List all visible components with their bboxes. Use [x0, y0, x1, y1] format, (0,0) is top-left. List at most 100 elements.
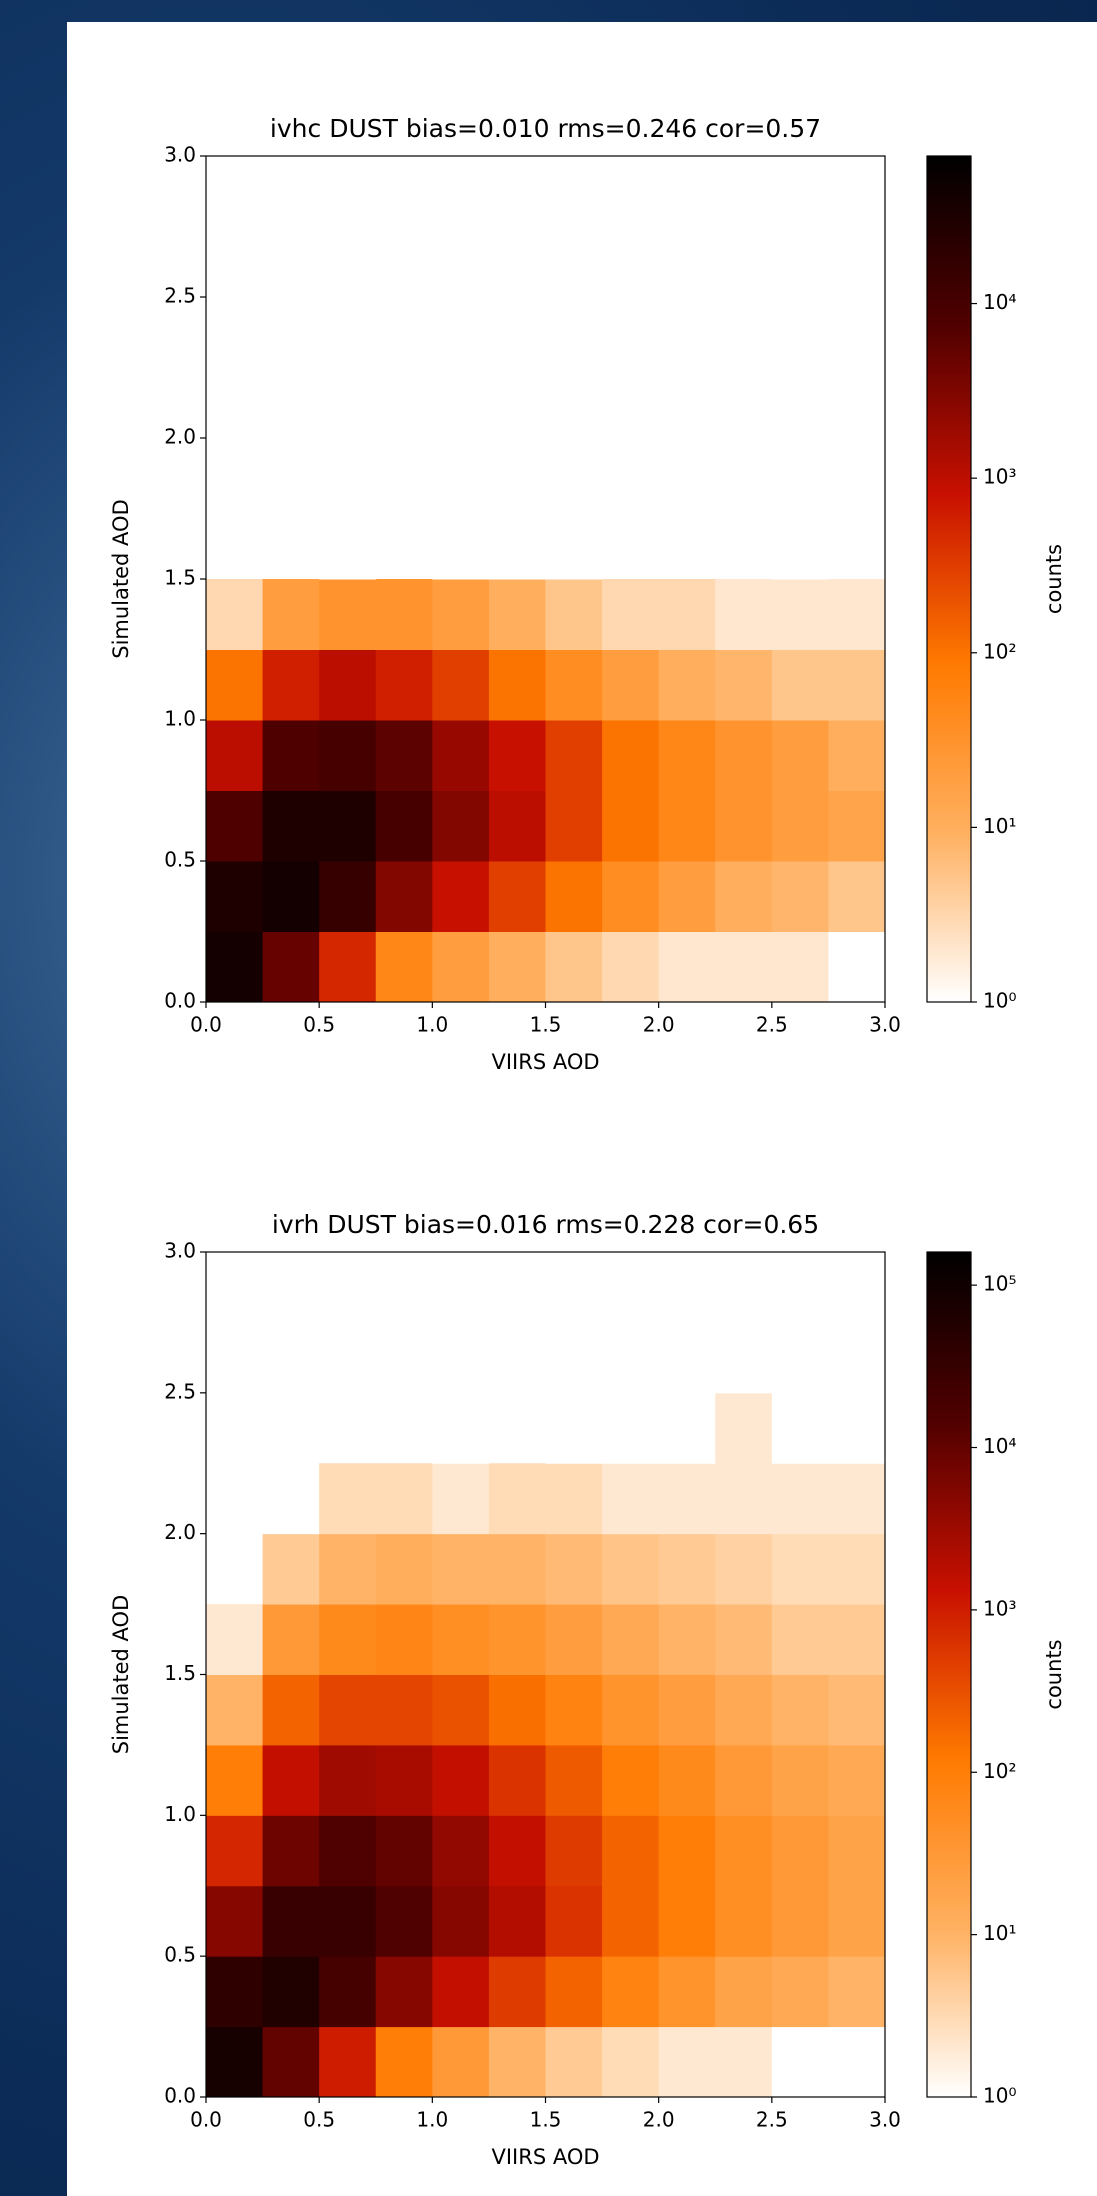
hex-cell [545, 579, 603, 650]
hex-cell [488, 1815, 546, 1887]
hex-cell [262, 579, 320, 650]
x-tick-label: 0.5 [303, 2108, 335, 2132]
hex-cell [828, 2026, 886, 2098]
colorbar-label: counts [1042, 1639, 1066, 1709]
x-tick-label: 2.5 [756, 2108, 788, 2132]
x-tick-label: 3.0 [869, 2108, 901, 2132]
hex-cell [319, 720, 377, 791]
x-tick-label: 2.0 [643, 2108, 675, 2132]
hex-cell [375, 1463, 433, 1535]
hex-cell [715, 1885, 773, 1957]
hex-cell [432, 1674, 490, 1746]
hex-cell [319, 1815, 377, 1887]
colorbar-tick-label: 10² [983, 1759, 1016, 1783]
hex-cell [432, 931, 490, 1003]
hex-cell [432, 649, 490, 721]
hex-cell [488, 2026, 546, 2098]
hex-cell [715, 861, 773, 932]
hex-cell [715, 1392, 773, 1464]
hex-cell [658, 861, 716, 932]
hex-cell [319, 508, 377, 580]
hex-cell [262, 1956, 320, 2028]
hex-cell [319, 1463, 377, 1535]
hex-cell [375, 861, 433, 932]
hex-cell [262, 1885, 320, 1957]
hex-cell [262, 1744, 320, 1816]
hex-cell [545, 1604, 603, 1675]
hex-cell [771, 1322, 829, 1394]
hex-cell [828, 1463, 886, 1535]
colorbar-tick-label: 10⁴ [983, 1434, 1016, 1458]
hex-cell [828, 649, 886, 721]
hex-cell [375, 1956, 433, 2028]
hex-cell [488, 1956, 546, 2028]
hex-cell [488, 438, 546, 509]
hex-cell [602, 720, 660, 791]
hex-cell [828, 1885, 886, 1957]
hex-cell [771, 1674, 829, 1746]
hex-cell [545, 1885, 603, 1957]
hex-cell [375, 1744, 433, 1816]
hex-cell [488, 508, 546, 580]
hex-cell [658, 649, 716, 721]
x-tick-label: 1.0 [416, 1013, 448, 1037]
hex-cell [771, 720, 829, 791]
hex-cell [771, 861, 829, 932]
hex-cell [319, 1885, 377, 1957]
hex-cell [488, 790, 546, 862]
hex-cell [545, 2026, 603, 2098]
hex-cell [602, 931, 660, 1003]
hex-cell [319, 579, 377, 650]
hex-cell [206, 790, 264, 862]
hex-cell [545, 1956, 603, 2028]
hex-cell [488, 579, 546, 650]
hex-cell [488, 649, 546, 721]
hex-cell [771, 931, 829, 1003]
hex-cell [771, 579, 829, 650]
hex-cell [828, 1674, 886, 1746]
hex-cell [319, 790, 377, 862]
colorbar-tick-label: 10¹ [983, 1921, 1016, 1945]
hex-cell [658, 1604, 716, 1675]
hex-cell [715, 649, 773, 721]
x-tick-label: 1.5 [530, 2108, 562, 2132]
hex-cell [545, 1744, 603, 1816]
y-tick-label: 1.0 [164, 707, 196, 731]
hex-cell [771, 1533, 829, 1605]
hex-cell [488, 1674, 546, 1746]
hex-cell [715, 790, 773, 862]
hex-cell [488, 720, 546, 791]
hex-cell [658, 579, 716, 650]
colorbar-label: counts [1042, 544, 1066, 614]
hex-cell [828, 1815, 886, 1887]
hex-cell [432, 1463, 490, 1535]
y-axis-label: Simulated AOD [109, 499, 133, 659]
x-tick-label: 1.0 [416, 2108, 448, 2132]
hex-cell [658, 790, 716, 862]
hex-cell [488, 931, 546, 1003]
y-tick-label: 2.5 [164, 1379, 196, 1403]
hex-cell [658, 1744, 716, 1816]
x-axis-label: VIIRS AOD [491, 2145, 599, 2169]
y-tick-label: 0.0 [164, 2084, 196, 2108]
hex-cell [602, 790, 660, 862]
hex-cell [602, 1674, 660, 1746]
hex-cell [206, 2026, 264, 2098]
hex-cell [771, 790, 829, 862]
hex-cell [828, 1252, 886, 1323]
colorbar-tick-label: 10³ [983, 465, 1016, 489]
hex-cell [432, 579, 490, 650]
hex-cell [715, 931, 773, 1003]
hex-cell [658, 2026, 716, 2098]
hex-cell [828, 720, 886, 791]
hex-cell [715, 1533, 773, 1605]
hex-cell [715, 1744, 773, 1816]
hex-cell [715, 1252, 773, 1323]
hex-cell [319, 1956, 377, 2028]
hex-cell [715, 1956, 773, 2028]
hex-cell [602, 2026, 660, 2098]
hex-cell [602, 1815, 660, 1887]
hex-cell [715, 1674, 773, 1746]
hex-cell [319, 2026, 377, 2098]
